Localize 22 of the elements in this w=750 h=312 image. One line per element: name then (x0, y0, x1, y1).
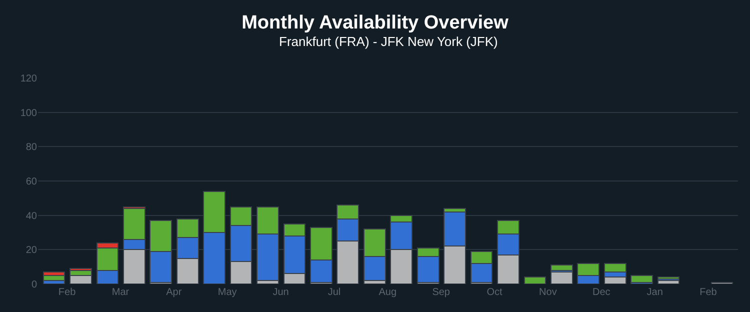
x-tick-label: Jan (646, 287, 663, 298)
x-tick-label: Jun (272, 287, 289, 298)
x-tick-label: Apr (166, 287, 182, 298)
x-tick-label: Mar (112, 287, 130, 298)
y-tick-label: 60 (26, 176, 38, 188)
x-tick-label: Aug (378, 287, 397, 298)
y-tick-label: 0 (31, 280, 38, 290)
y-tick-label: 100 (20, 108, 38, 119)
y-tick-label: 80 (26, 142, 38, 154)
chart-title: Monthly Availability Overview (242, 12, 509, 34)
y-tick-label: 40 (26, 210, 38, 222)
x-tick-label: Nov (539, 287, 557, 298)
x-tick-label: Oct (486, 287, 503, 298)
x-tick-label: Feb (700, 287, 718, 298)
chart-subtitle: Frankfurt (FRA) - JFK New York (JFK) (279, 34, 498, 49)
x-tick-label: Sep (432, 287, 450, 298)
x-tick-label: Jul (328, 287, 341, 298)
x-tick-label: Dec (592, 287, 610, 298)
y-tick-label: 120 (20, 74, 38, 84)
x-tick-label: Feb (58, 287, 76, 298)
x-tick-label: May (218, 287, 237, 298)
y-tick-label: 20 (26, 245, 38, 256)
